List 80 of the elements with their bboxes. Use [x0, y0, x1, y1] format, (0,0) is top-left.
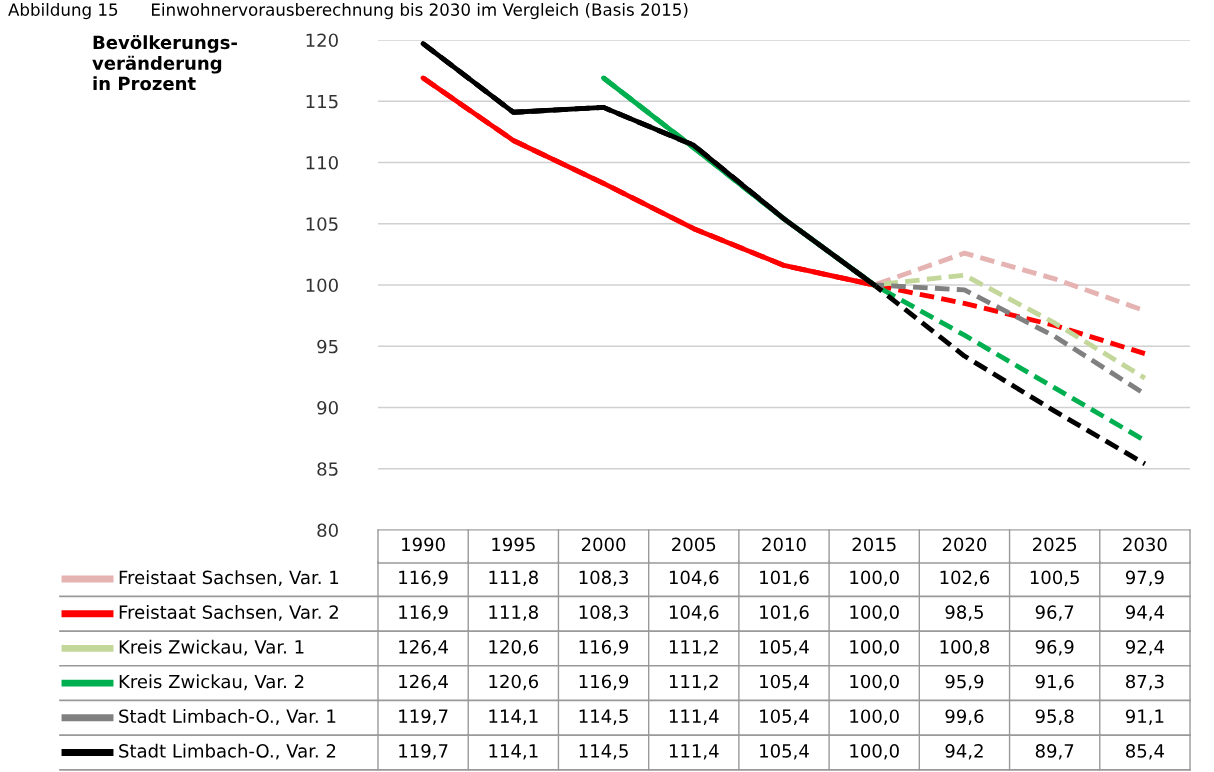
- x-tick-label: 2010: [762, 537, 806, 552]
- y-tick-label: 80: [317, 523, 338, 538]
- legend-label: Freistaat Sachsen, Var. 2: [119, 604, 338, 621]
- legend-label: Freistaat Sachsen, Var. 1: [119, 570, 339, 587]
- data-label: 98,5: [945, 605, 983, 621]
- y-tick-label: 90: [317, 400, 338, 415]
- data-label: 101,6: [760, 605, 809, 621]
- data-label: 100,0: [850, 570, 899, 587]
- x-tick-label: 2000: [581, 537, 626, 552]
- data-label: 116,9: [399, 570, 448, 587]
- data-label: 100,0: [850, 605, 899, 621]
- data-label: 111,4: [669, 744, 719, 760]
- data-label: 105,4: [760, 639, 809, 656]
- data-label: 119,7: [399, 709, 448, 725]
- legend-label: Kreis Zwickau, Var. 2: [119, 674, 304, 691]
- data-label: 100,0: [850, 744, 899, 760]
- data-label: 119,7: [399, 744, 448, 760]
- legend-label: Stadt Limbach-O., Var. 1: [119, 709, 336, 725]
- data-label: 111,4: [669, 709, 719, 725]
- data-label: 85,4: [1126, 744, 1164, 760]
- data-label: 105,4: [760, 709, 809, 725]
- data-label: 111,8: [489, 605, 538, 621]
- x-tick-label: 2020: [942, 537, 987, 552]
- x-tick-label: 2015: [852, 537, 896, 552]
- data-label: 114,1: [489, 744, 538, 760]
- text: 120,6: [489, 639, 539, 656]
- data-label: 100,8: [940, 639, 990, 656]
- x-tick-label: 1995: [492, 537, 535, 552]
- data-label: 116,9: [399, 605, 448, 621]
- data-label: 114,1: [489, 709, 538, 725]
- x-tick-label: 2030: [1123, 537, 1167, 552]
- legend-label: Kreis Zwickau, Var. 1: [119, 639, 304, 656]
- data-label: 96,9: [1035, 639, 1074, 656]
- data-label: 95,8: [1035, 709, 1074, 725]
- data-label: 95,9: [945, 674, 984, 691]
- data-label: 111,2: [669, 639, 718, 656]
- legend-label: Stadt Limbach-O., Var. 2: [119, 743, 336, 760]
- data-label: 102,6: [940, 570, 990, 587]
- data-label: 105,4: [760, 744, 809, 760]
- y-tick-label: 120: [306, 33, 338, 48]
- data-label: 91,6: [1035, 674, 1074, 691]
- data-label: 104,6: [669, 605, 719, 621]
- data-label: 97,9: [1125, 570, 1164, 587]
- data-label: 94,4: [1125, 605, 1164, 621]
- data-label: 100,0: [850, 674, 899, 691]
- x-tick-label: 1990: [402, 537, 445, 552]
- data-label: 116,9: [579, 674, 629, 691]
- data-label: 92,4: [1125, 639, 1164, 656]
- data-label: 116,9: [579, 639, 629, 656]
- x-tick-label: 2025: [1033, 537, 1077, 552]
- data-label: 96,7: [1035, 605, 1074, 621]
- data-label: 114,5: [579, 709, 628, 725]
- data-label: 104,6: [669, 570, 719, 587]
- data-label: 114,5: [579, 744, 628, 760]
- y-tick-label: 85: [317, 462, 338, 476]
- text: 126,4: [399, 674, 448, 691]
- data-label: 94,2: [945, 744, 983, 760]
- data-label: 108,3: [579, 570, 628, 587]
- data-label: 111,8: [489, 570, 538, 587]
- data-label: 99,6: [945, 709, 984, 725]
- data-label: 100,0: [850, 639, 899, 656]
- data-label: 101,6: [760, 570, 809, 587]
- chart-title: Abbildung 15 Einwohnervorausberechnung bis 2030 im Vergleich (Basis 2015): [8, 3, 688, 20]
- text: 126,4: [399, 639, 448, 656]
- y-axis-title: Bevölkerungs- veränderung in Prozent: [92, 35, 237, 91]
- text: 120,6: [489, 674, 539, 691]
- data-label: 89,7: [1035, 744, 1074, 760]
- x-tick-label: 2005: [672, 537, 716, 552]
- y-tick-label: 115: [306, 94, 338, 109]
- data-label: 108,3: [579, 605, 628, 621]
- y-tick-label: 95: [317, 339, 338, 354]
- data-label: 111,2: [669, 674, 718, 691]
- data-label: 91,1: [1125, 709, 1164, 725]
- y-tick-label: 105: [306, 217, 338, 231]
- y-tick-label: 110: [306, 155, 338, 170]
- data-label: 105,4: [760, 674, 809, 691]
- data-label: 100,0: [850, 709, 899, 725]
- data-label: 100,5: [1030, 570, 1079, 587]
- y-tick-label: 100: [306, 278, 338, 293]
- data-label: 87,3: [1126, 674, 1164, 691]
